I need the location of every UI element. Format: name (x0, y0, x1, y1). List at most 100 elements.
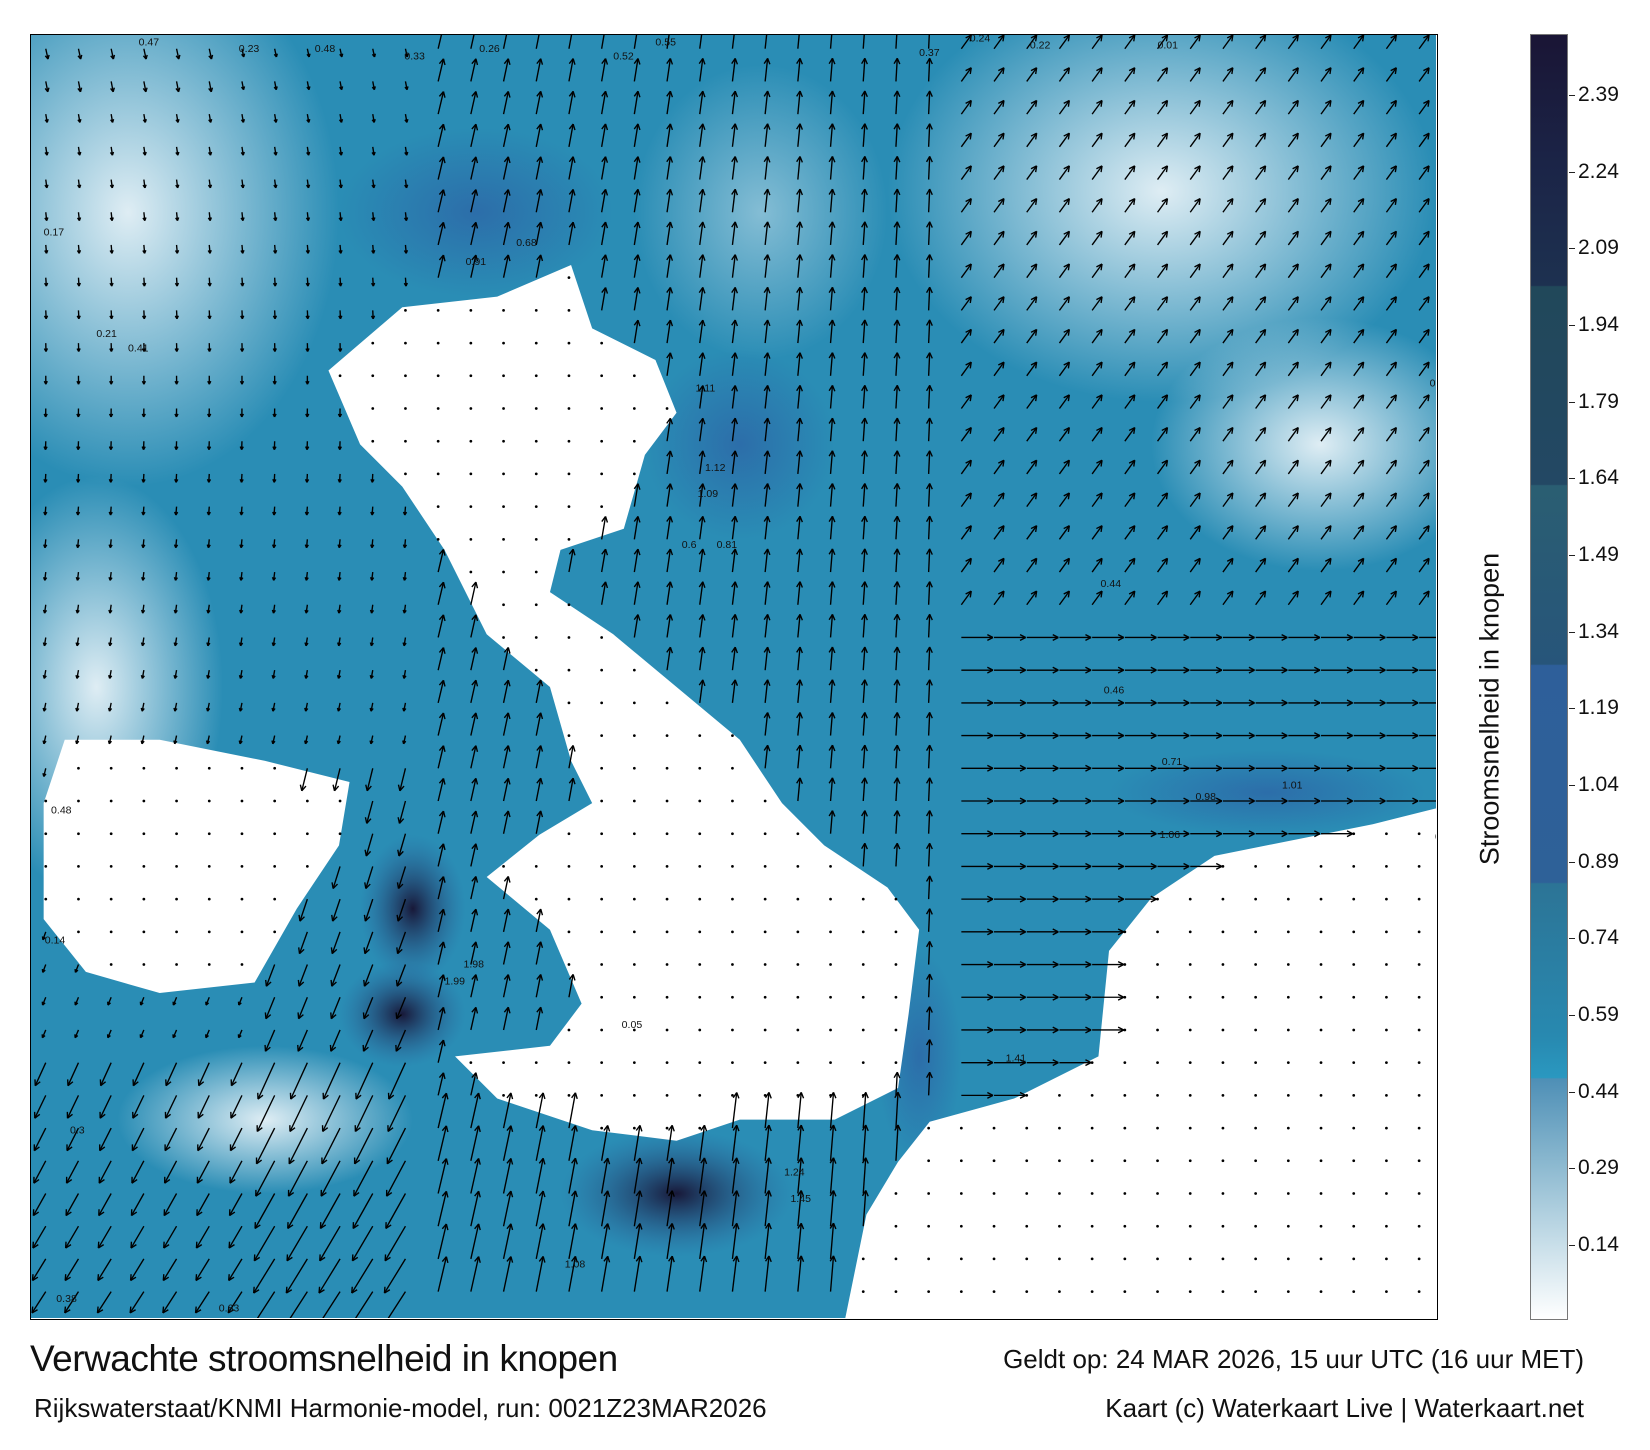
arrow-head (66, 1111, 73, 1119)
arrow-head (1324, 590, 1332, 598)
arrow-head (165, 1079, 172, 1087)
calm-dot (1090, 1257, 1094, 1261)
current-arrow (829, 745, 834, 769)
arrow-head (731, 581, 739, 588)
arrow-head (1390, 296, 1398, 304)
calm-dot (829, 897, 832, 901)
speed-label: 1.45 (790, 1193, 811, 1205)
speed-label: 0.48 (51, 805, 72, 817)
arrow-head (402, 740, 407, 745)
current-arrow (895, 189, 898, 213)
arrow-head (31, 1274, 39, 1282)
arrow-head (1052, 830, 1059, 838)
current-arrow (1124, 492, 1136, 508)
arrow-head (568, 745, 576, 752)
current-arrow (1026, 296, 1038, 311)
current-arrow (633, 58, 639, 82)
arrow-head (438, 647, 446, 654)
calm-dot (1254, 1126, 1257, 1130)
arrow-head (305, 282, 310, 287)
arrow-head (108, 609, 113, 614)
calm-dot (207, 832, 211, 836)
current-arrow (960, 557, 972, 573)
arrow-head (1215, 797, 1223, 805)
arrow-head (44, 54, 50, 60)
calm-dot (600, 963, 604, 966)
current-arrow (993, 557, 1005, 573)
current-arrow (1320, 361, 1332, 377)
arrow-head (1085, 961, 1092, 969)
arrow-head (1128, 67, 1136, 75)
calm-dot (1286, 865, 1290, 868)
calm-dot (1188, 963, 1192, 966)
calm-dot (861, 1061, 865, 1065)
calm-dot (1254, 1257, 1257, 1261)
current-arrow (666, 483, 672, 507)
arrow-head (700, 1222, 708, 1230)
current-arrow (1418, 557, 1430, 573)
current-arrow (895, 483, 898, 507)
calm-dot (436, 505, 440, 509)
current-arrow (1287, 67, 1299, 82)
calm-dot (240, 963, 244, 966)
arrow-head (633, 221, 641, 229)
arrow-head (797, 1190, 805, 1197)
calm-dot (894, 1192, 898, 1195)
arrow-head (1063, 165, 1071, 173)
arrow-head (893, 286, 901, 294)
arrow-head (633, 156, 641, 163)
arrow-head (141, 413, 146, 418)
arrow-head (893, 483, 901, 490)
arrow-head (240, 151, 245, 156)
current-arrow (470, 1092, 480, 1129)
calm-dot (1025, 1192, 1029, 1195)
arrow-head (731, 417, 739, 425)
current-arrow (255, 1127, 276, 1165)
calm-dot (534, 407, 538, 410)
current-arrow (1418, 459, 1430, 475)
arrow-head (43, 315, 49, 320)
arrow-head (861, 254, 868, 261)
arrow-head (205, 740, 211, 745)
arrow-head (77, 87, 83, 93)
current-arrow (927, 875, 931, 900)
arrow-head (369, 707, 374, 712)
arrow-head (1346, 699, 1353, 707)
arrow-head (1215, 732, 1223, 740)
current-arrow (470, 1223, 480, 1260)
current-arrow (862, 1157, 867, 1194)
arrow-head (255, 1189, 262, 1197)
arrow-head (698, 221, 706, 229)
arrow-head (139, 1001, 144, 1006)
arrow-head (1030, 426, 1038, 434)
arrow-head (987, 895, 994, 903)
current-arrow (895, 548, 898, 573)
arrow-head (77, 184, 82, 189)
arrow-head (44, 217, 49, 222)
arrow-head (272, 478, 277, 483)
current-arrow (993, 198, 1005, 213)
calm-dot (665, 766, 669, 770)
current-arrow (731, 516, 736, 540)
calm-dot (534, 668, 538, 672)
arrow-head (987, 862, 994, 870)
current-arrow (77, 48, 82, 60)
current-arrow (256, 1291, 276, 1318)
current-arrow (797, 287, 801, 311)
arrow-head (965, 132, 972, 140)
arrow-head (1030, 590, 1038, 598)
current-arrow (1418, 263, 1430, 279)
arrow-head (698, 90, 706, 98)
current-arrow (387, 1291, 407, 1318)
arrow-head (925, 744, 933, 752)
current-arrow (288, 1127, 308, 1165)
arrow-head (107, 707, 113, 712)
calm-dot (1221, 1192, 1225, 1195)
current-arrow (1385, 361, 1397, 377)
arrow-head (1379, 797, 1386, 805)
calm-dot (894, 995, 898, 999)
arrow-head (861, 581, 868, 588)
arrow-head (1096, 35, 1103, 42)
calm-dot (763, 963, 767, 966)
current-arrow (470, 712, 477, 736)
